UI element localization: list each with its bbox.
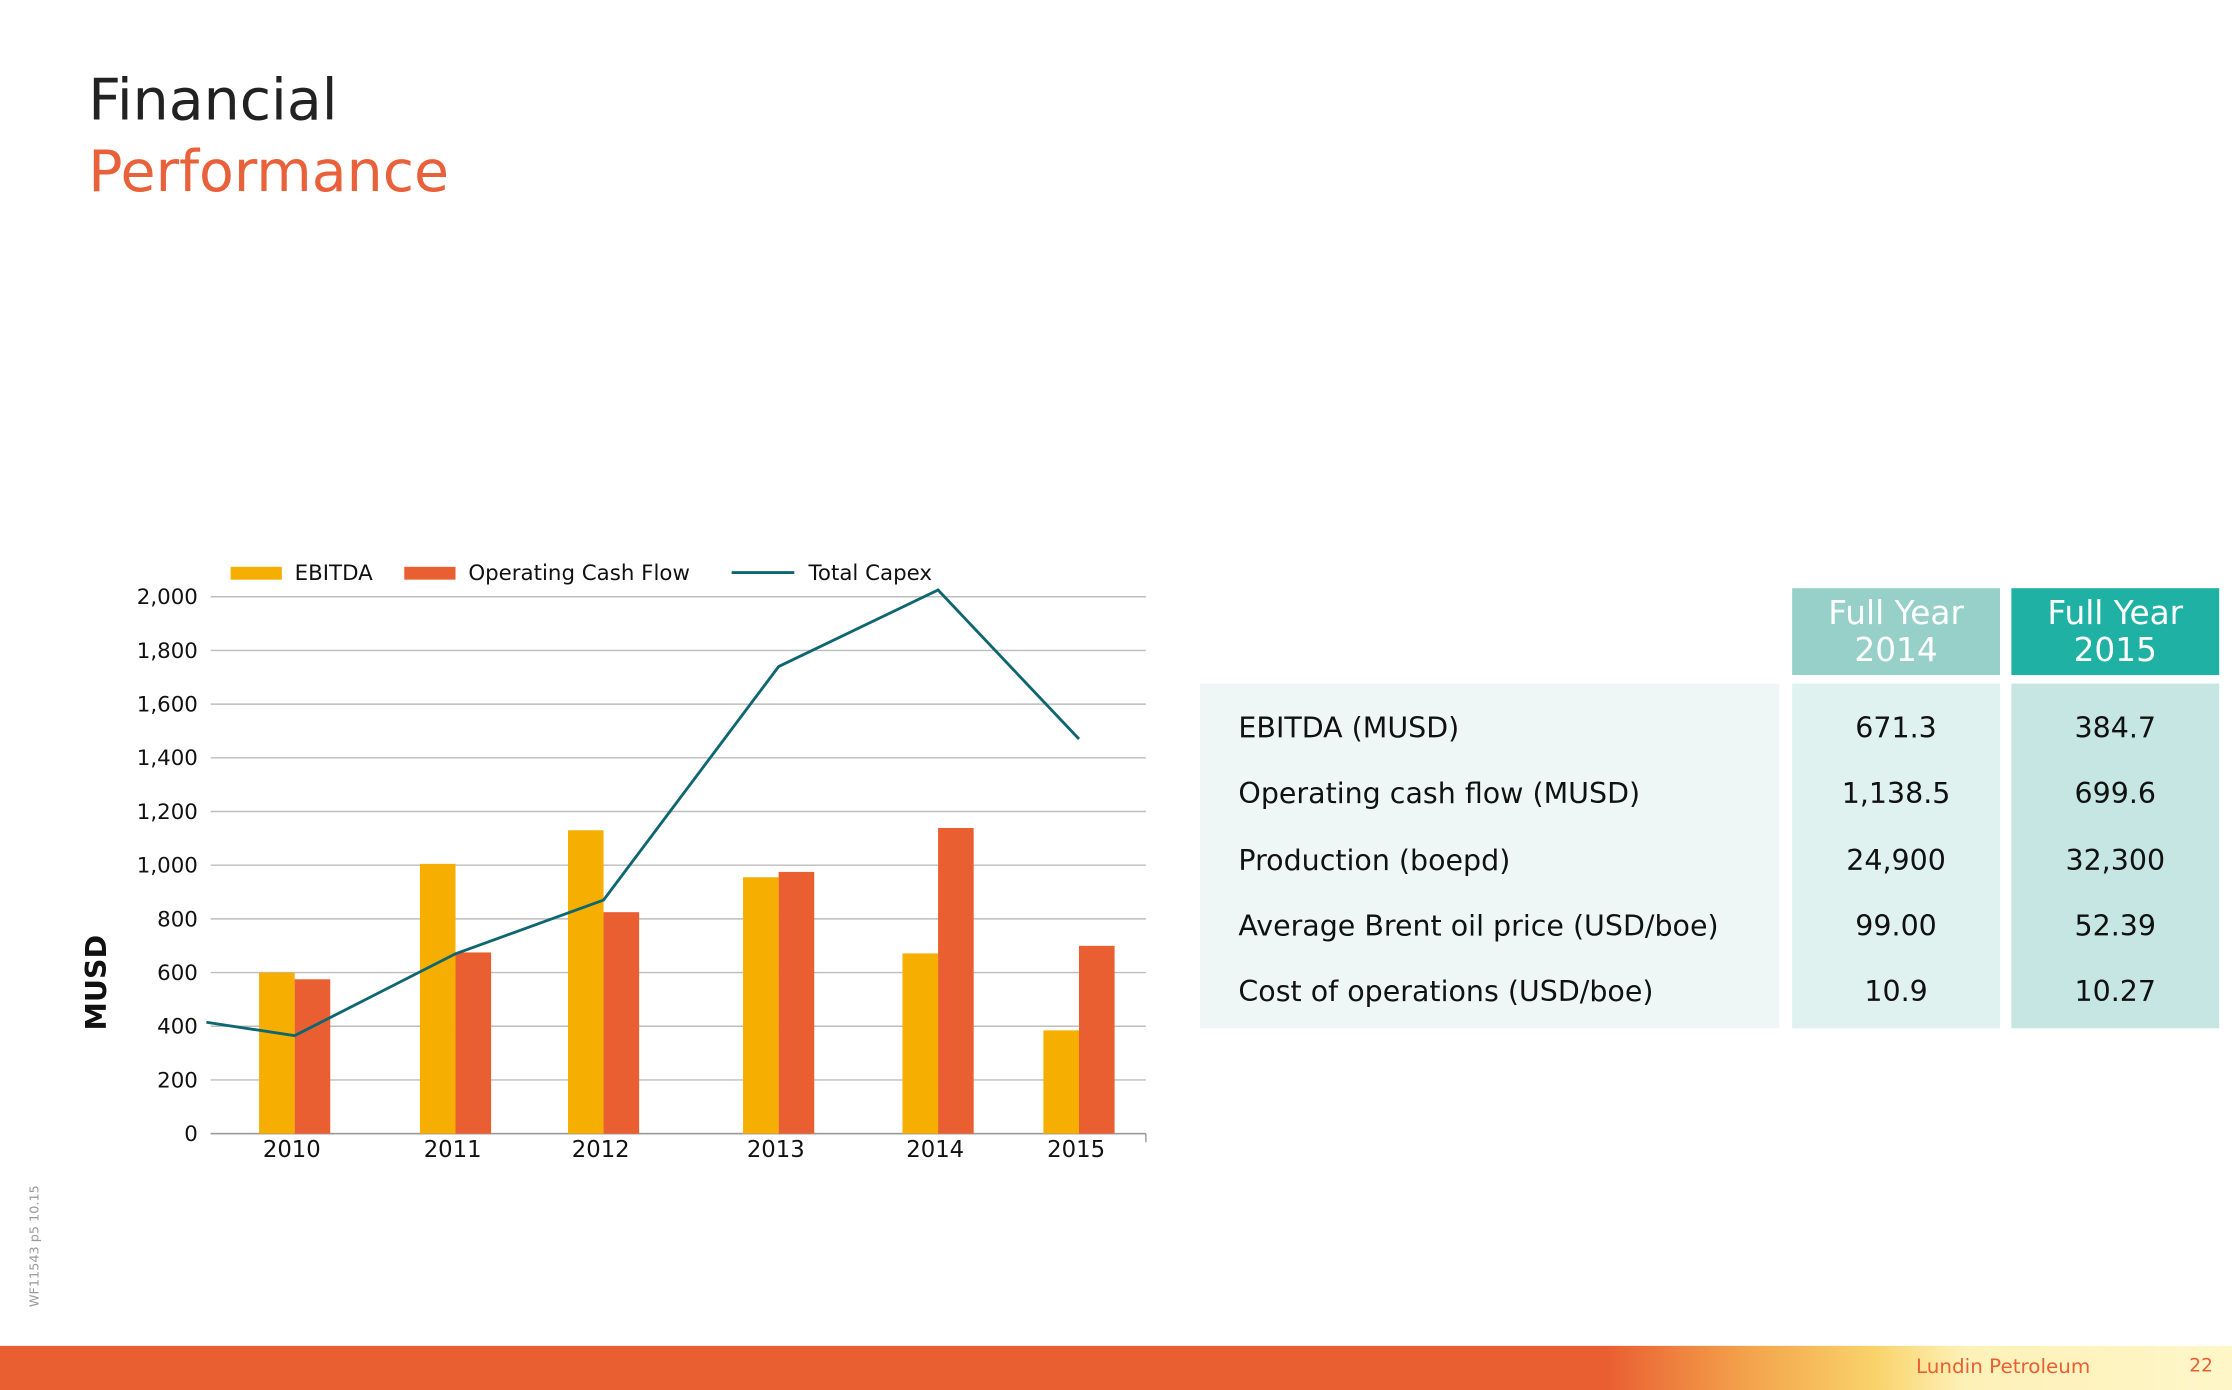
table-cell: 99.00	[1855, 908, 1937, 943]
side-note: WF11543 p5 10.15	[28, 1185, 43, 1308]
x-tick-label: 2014	[906, 1137, 964, 1163]
bar	[567, 830, 604, 1134]
y-tick-label: 0	[184, 1122, 198, 1147]
x-tick-label: 2015	[1047, 1137, 1105, 1163]
y-tick-label: 1,000	[137, 854, 198, 879]
y-tick-label: 200	[157, 1068, 198, 1093]
legend-label: Operating Cash Flow	[468, 561, 690, 586]
table-cell: 52.39	[2074, 908, 2157, 943]
footer-band	[0, 1345, 2232, 1390]
y-tick-label: 400	[157, 1015, 198, 1040]
column-background	[1199, 683, 1780, 1029]
x-tick-label: 2011	[424, 1137, 482, 1163]
y-tick-label: 1,200	[137, 800, 198, 825]
table-cell: 10.9	[1864, 974, 1928, 1009]
bar	[603, 912, 640, 1134]
title-line: Performance	[88, 139, 450, 206]
bar	[938, 828, 974, 1134]
table-cell: 1,138.5	[1841, 776, 1951, 811]
legend-swatch	[230, 566, 282, 580]
table-cell: 24,900	[1846, 842, 1946, 877]
column-header: Full Year 2015	[2011, 588, 2220, 676]
title-line: Financial	[88, 68, 338, 134]
table-cell: 384.7	[2074, 710, 2157, 745]
table-cell: 32,300	[2065, 842, 2166, 877]
column-background	[2011, 683, 2220, 1029]
bar	[259, 972, 295, 1134]
line	[206, 588, 1081, 1038]
footer-company: Lundin Petroleum	[1915, 1355, 2091, 1379]
y-tick-label: 2,000	[137, 585, 198, 610]
bar	[902, 953, 939, 1134]
row-label: Production (boepd)	[1238, 842, 1511, 877]
bar	[419, 863, 456, 1134]
bar	[1043, 1030, 1079, 1134]
legend-label: EBITDA	[295, 561, 374, 586]
bar	[294, 979, 331, 1134]
bar	[778, 871, 815, 1134]
table-cell: 10.27	[2074, 974, 2157, 1009]
page-number: 22	[2189, 1355, 2213, 1378]
x-tick-label: 2012	[572, 1137, 630, 1163]
row-label: Operating cash flow (MUSD)	[1238, 776, 1641, 811]
column-header: Full Year 2014	[1792, 588, 2000, 676]
legend-swatch	[404, 566, 456, 580]
table-cell: 671.3	[1855, 710, 1937, 745]
y-tick-label: 600	[157, 961, 198, 986]
bar	[1078, 945, 1115, 1134]
y-tick-label: 1,800	[137, 639, 198, 664]
x-tick-label: 2010	[263, 1137, 321, 1163]
bar	[455, 952, 492, 1134]
column-background	[1792, 683, 2000, 1029]
y-axis-label: MUSD	[80, 935, 113, 1031]
y-tick-label: 1,600	[137, 693, 198, 718]
row-label: Cost of operations (USD/boe)	[1238, 974, 1654, 1009]
y-tick-label: 800	[157, 907, 198, 932]
y-tick-label: 1,400	[137, 746, 198, 771]
bar	[743, 877, 779, 1134]
legend-label: Total Capex	[808, 561, 933, 586]
row-label: Average Brent oil price (USD/boe)	[1238, 908, 1719, 943]
x-tick-label: 2013	[747, 1137, 805, 1163]
table-cell: 699.6	[2074, 776, 2157, 811]
row-label: EBITDA (MUSD)	[1238, 710, 1460, 745]
